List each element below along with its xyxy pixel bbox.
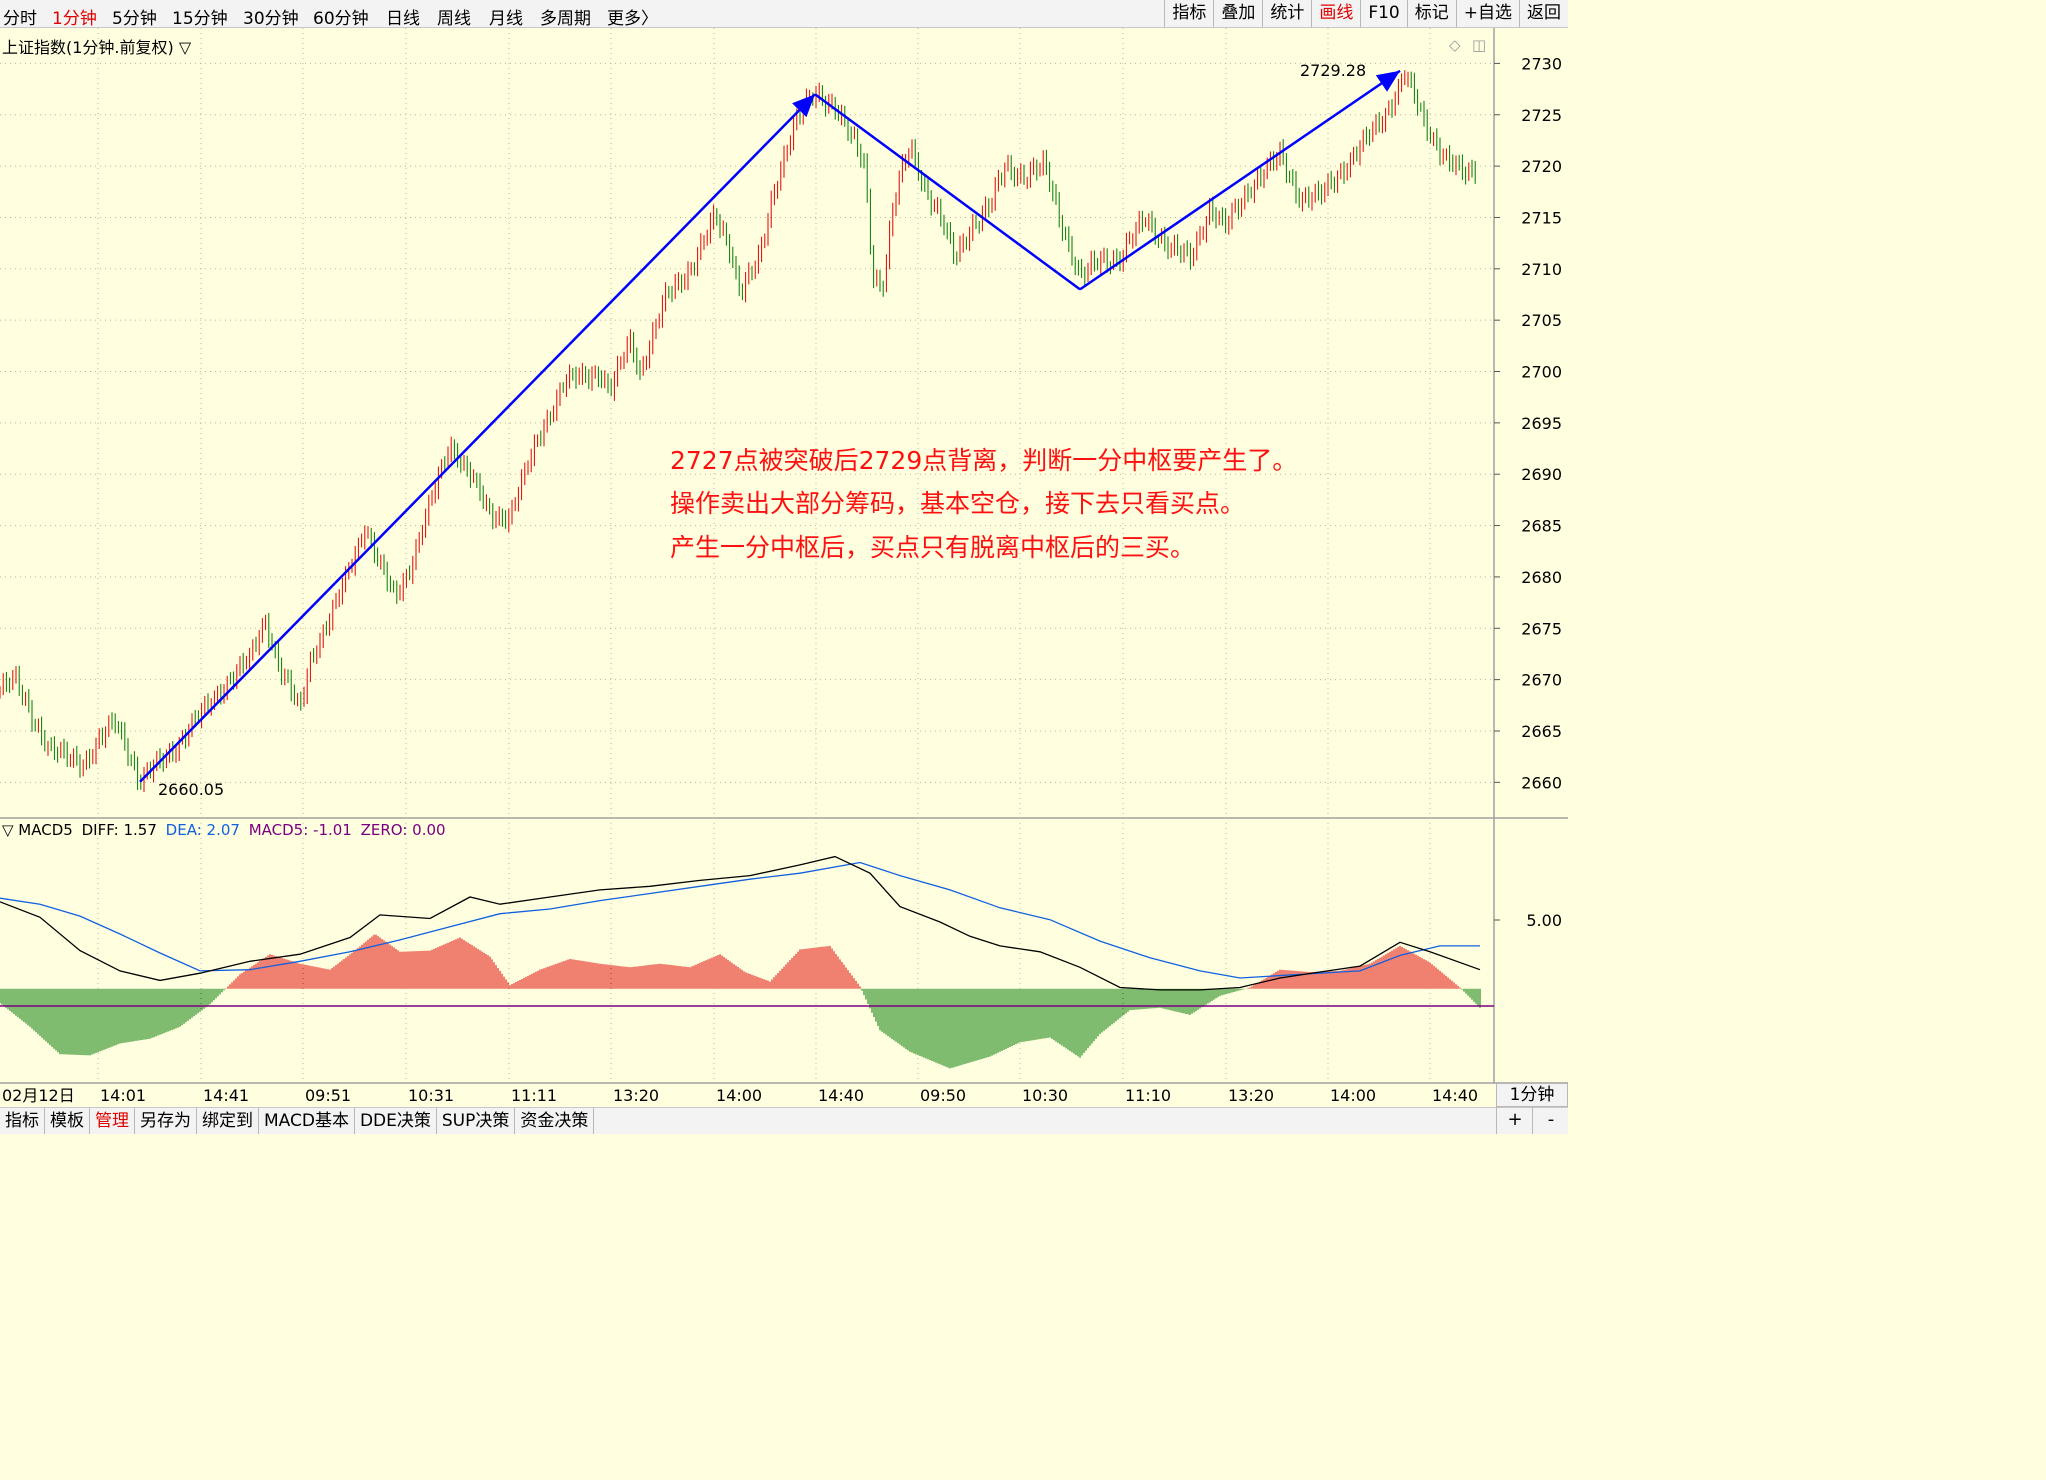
kline-chart[interactable]: 2730 2725 2720 2715 2710 2705 2700 2695 2690 2685… [0,28,1568,1107]
trend-line [814,93,1081,291]
f10-button[interactable]: F10 [1360,0,1407,27]
time-axis: 02月12日 14:01 14:41 09:51 10:31 11:11 13:20 14:0… [2,1086,1478,1105]
macd-axis-label: 5.00 [1526,911,1562,930]
low-price-label: 2660.05 [158,780,224,799]
time-tick-label: 10:30 [1022,1086,1068,1105]
price-axis: 2730 2725 2720 2715 2710 2705 2700 2695 2690 2685… [1494,54,1562,792]
period-tab-fenshi[interactable]: 分时 [3,9,37,29]
back-button[interactable]: 返回 [1519,0,1568,27]
time-tick-label: 13:20 [1228,1086,1274,1105]
time-tick-label: 14:00 [716,1086,762,1105]
time-tick-label: 09:51 [305,1086,351,1105]
price-tick-label: 2720 [1521,157,1562,176]
price-tick-label: 2695 [1521,414,1562,433]
candles [0,70,1476,793]
bottom-tab-save-as[interactable]: 另存为 [135,1108,197,1134]
bottom-tab-manage[interactable]: 管理 [90,1108,135,1134]
time-tick-label: 10:31 [408,1086,454,1105]
bottom-toolbar: 指标 模板 管理 另存为 绑定到 MACD基本 DDE决策 SUP决策 资金决策 [0,1107,1568,1134]
time-tick-label: 14:40 [1432,1086,1478,1105]
price-tick-label: 2675 [1521,619,1562,638]
price-tick-label: 2680 [1521,568,1562,587]
zoom-in-button[interactable]: + [1496,1107,1533,1134]
window-icon[interactable]: ◫ [1472,36,1487,54]
add-watchlist-button[interactable]: +自选 [1455,0,1519,27]
time-tick-label: 13:20 [613,1086,659,1105]
bottom-tab-sup[interactable]: SUP决策 [437,1108,516,1134]
price-tick-label: 2670 [1521,671,1562,690]
price-tick-label: 2685 [1521,517,1562,536]
high-price-label: 2729.28 [1300,61,1366,80]
annotation-line-1: 2727点被突破后2729点背离，判断一分中枢要产生了。 [670,446,1298,475]
time-tick-label: 14:40 [818,1086,864,1105]
zoom-out-button[interactable]: - [1532,1107,1569,1134]
time-tick-label: 02月12日 [2,1086,75,1105]
price-grid [0,62,1494,783]
time-tick-label: 09:50 [920,1086,966,1105]
time-tick-label: 11:11 [511,1086,557,1105]
bottom-tab-fund[interactable]: 资金决策 [515,1108,595,1134]
bottom-tab-macd-basic[interactable]: MACD基本 [259,1108,355,1134]
macd-histogram [0,934,1481,1069]
period-tab-5min[interactable]: 5分钟 [112,9,157,29]
period-tab-monthly[interactable]: 月线 [489,9,523,29]
price-tick-label: 2700 [1521,363,1562,382]
macd-value: MACD5: -1.01 [248,821,352,839]
price-tick-label: 2730 [1521,54,1562,73]
period-tab-daily[interactable]: 日线 [386,9,420,29]
time-tick-label: 14:00 [1330,1086,1376,1105]
time-grid [97,28,1431,1083]
mark-button[interactable]: 标记 [1406,0,1456,27]
overlay-button[interactable]: 叠加 [1213,0,1263,27]
bottom-tab-template[interactable]: 模板 [45,1108,90,1134]
trend-line [139,93,816,783]
draw-line-button[interactable]: 画线 [1311,0,1361,27]
period-tab-multi[interactable]: 多周期 [540,9,591,29]
trend-lines [139,69,1401,783]
time-tick-label: 14:01 [100,1086,146,1105]
period-tab-weekly[interactable]: 周线 [437,9,471,29]
annotation-line-2: 操作卖出大部分筹码，基本空仓，接下去只看买点。 [670,489,1246,518]
dea-line [0,861,1480,979]
bottom-tab-dde[interactable]: DDE决策 [355,1108,437,1134]
price-tick-label: 2705 [1521,311,1562,330]
price-tick-label: 2710 [1521,260,1562,279]
zero-value: ZERO: 0.00 [360,821,446,839]
price-tick-label: 2715 [1521,208,1562,227]
trend-line [1079,69,1401,291]
bottom-tab-bind[interactable]: 绑定到 [197,1108,259,1134]
chart-title[interactable]: 上证指数(1分钟.前复权) ▽ [2,38,192,57]
dea-value: DEA: 2.07 [165,821,240,839]
period-tab-30min[interactable]: 30分钟 [243,9,299,29]
price-tick-label: 2690 [1521,465,1562,484]
indicator-button[interactable]: 指标 [1164,0,1214,27]
period-tab-15min[interactable]: 15分钟 [172,9,228,29]
current-period-box[interactable]: 1分钟 [1496,1083,1568,1107]
macd-name: ▽ MACD5 [2,821,73,839]
statistics-button[interactable]: 统计 [1262,0,1312,27]
right-toolbar: 指标 叠加 统计 画线 F10 标记 +自选 返回 [1164,0,1568,28]
period-tab-more[interactable]: 更多〉 [607,9,658,29]
period-tab-1min[interactable]: 1分钟 [52,9,97,29]
price-tick-label: 2665 [1521,722,1562,741]
annotation-line-3: 产生一分中枢后，买点只有脱离中枢后的三买。 [670,533,1196,562]
diamond-icon[interactable]: ◇ [1449,36,1461,54]
period-toolbar: 分时 1分钟 5分钟 15分钟 30分钟 60分钟 日线 周线 月线 多周期 更… [0,0,1568,29]
diff-value: DIFF: 1.57 [81,821,157,839]
bottom-tab-indicator[interactable]: 指标 [0,1108,45,1134]
price-tick-label: 2725 [1521,106,1562,125]
time-tick-label: 14:41 [203,1086,249,1105]
time-tick-label: 11:10 [1125,1086,1171,1105]
period-tab-60min[interactable]: 60分钟 [313,9,369,29]
macd-legend[interactable]: ▽ MACD5 DIFF: 1.57 DEA: 2.07 MACD5: -1.0… [2,821,446,839]
price-tick-label: 2660 [1521,773,1562,792]
diff-line [0,855,1481,991]
